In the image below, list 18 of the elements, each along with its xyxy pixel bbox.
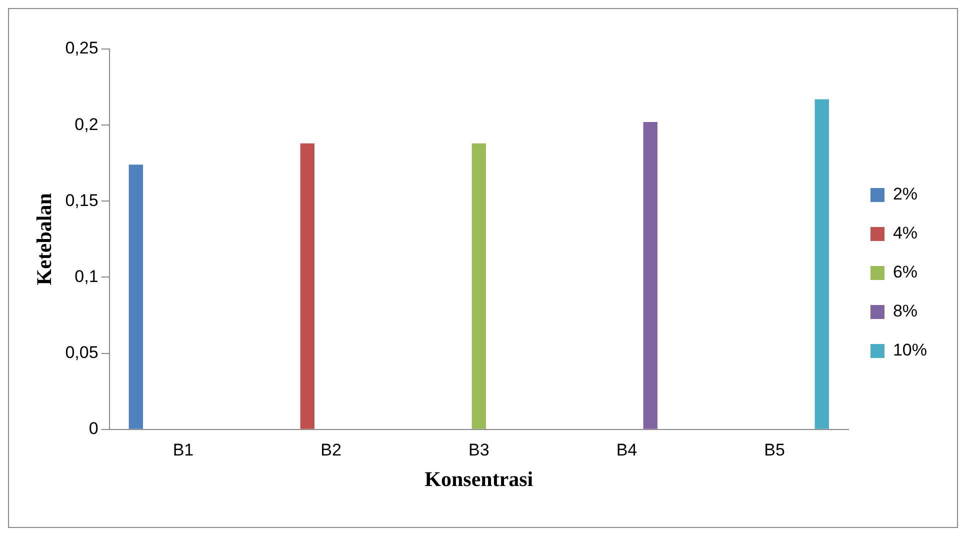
y-tick-label: 0,15 [65, 190, 98, 210]
y-tick-label: 0,2 [74, 114, 98, 134]
x-axis-title: Konsentrasi [424, 466, 534, 491]
legend-label: 8% [892, 302, 918, 321]
y-tick-label: 0,1 [74, 266, 98, 286]
y-tick-label: 0,25 [65, 38, 98, 58]
x-tick-label: B3 [468, 440, 490, 460]
y-tick-label: 0,05 [65, 343, 98, 362]
legend-label: 6% [892, 262, 918, 282]
x-tick-label: B5 [764, 440, 785, 460]
legend-label: 2% [892, 184, 918, 204]
x-tick-label: B2 [320, 440, 342, 460]
legend-label: 4% [892, 224, 918, 243]
x-tick-label: B1 [172, 440, 194, 460]
legend-label: 10% [892, 340, 928, 360]
y-axis-title: Ketebalan [32, 192, 56, 286]
y-tick-label: 0 [88, 419, 98, 438]
x-tick-label: B4 [616, 440, 638, 460]
